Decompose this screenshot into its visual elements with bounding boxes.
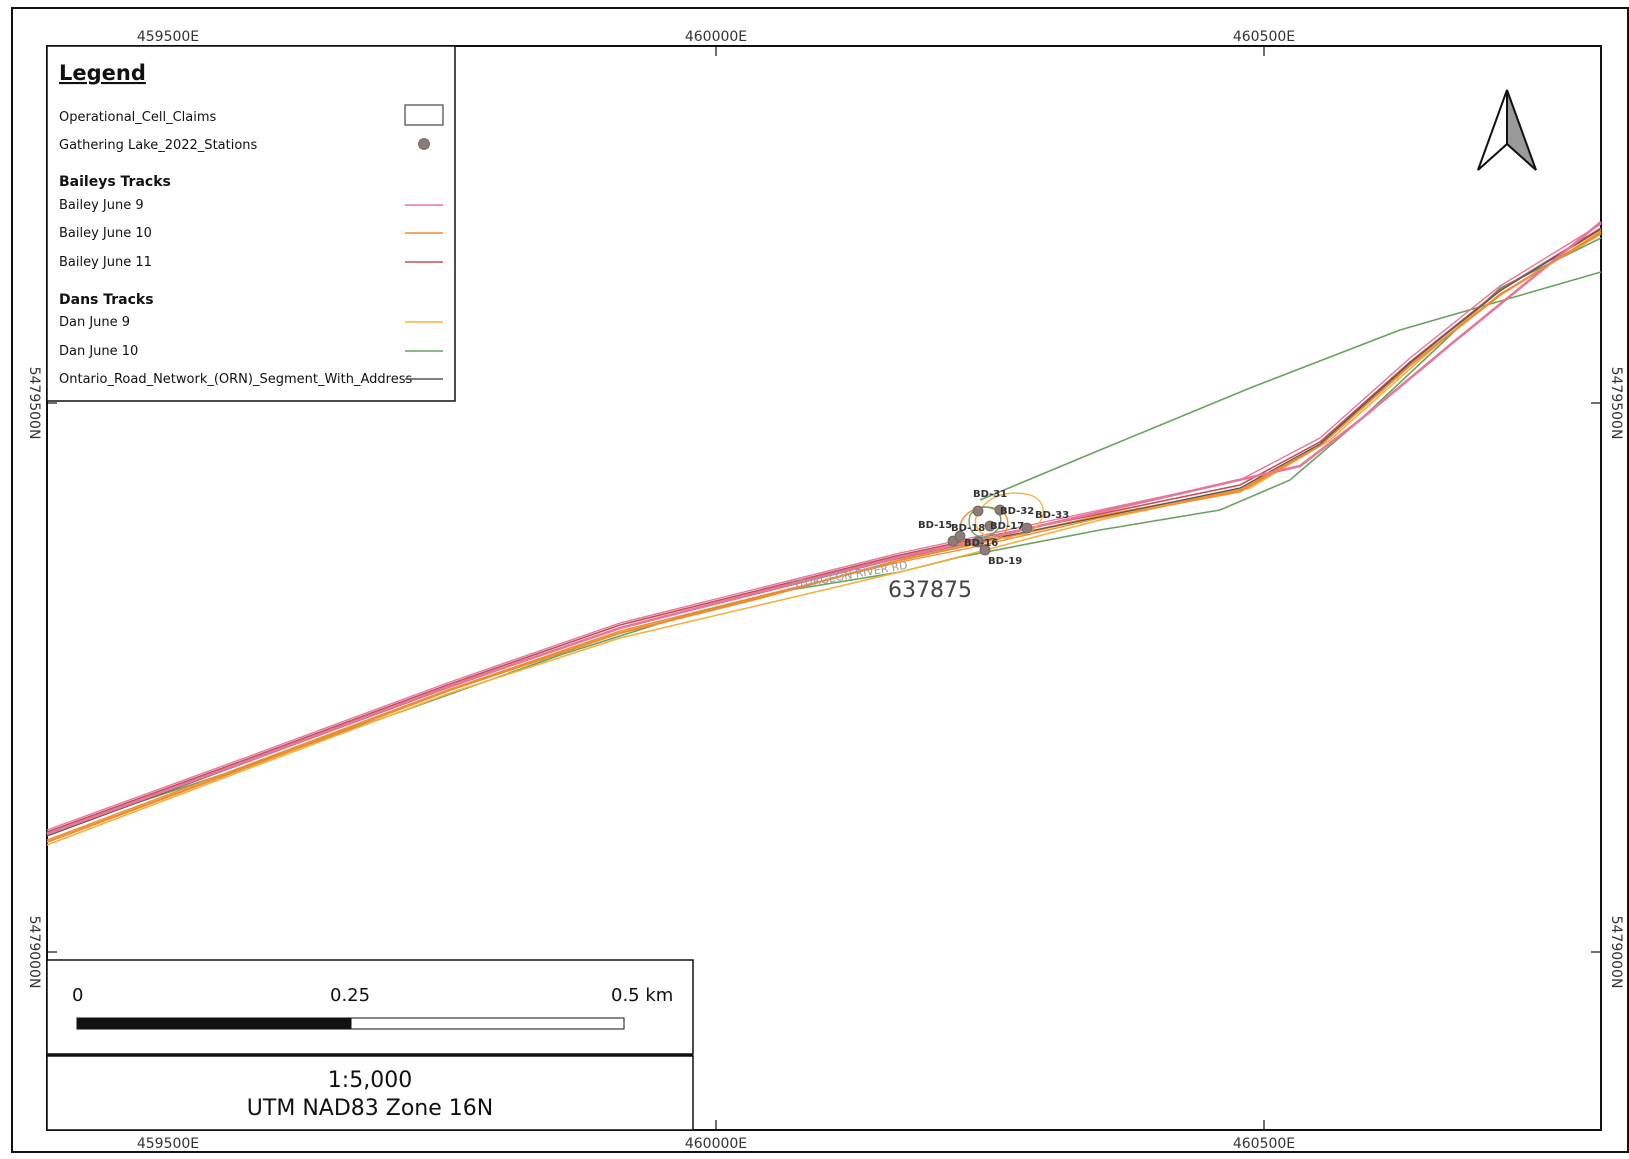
stations xyxy=(947,504,1033,556)
station-label-bd-19: BD-19 xyxy=(988,556,1022,567)
grid-label-easting-top-3: 460500E xyxy=(1233,29,1295,45)
legend: Legend Operational_Cell_Claims Gathering… xyxy=(46,45,456,402)
track-bailey-june-10-b xyxy=(46,233,1602,841)
station-label-bd-17: BD-17 xyxy=(990,521,1024,532)
track-bailey-june-11 xyxy=(46,227,1602,833)
station-point xyxy=(984,520,996,532)
legend-item-bailey-june-11: Bailey June 11 xyxy=(59,255,152,270)
map-projection: UTM NAD83 Zone 16N xyxy=(247,1096,493,1121)
grid-label-easting-bottom-1: 459500E xyxy=(137,1136,199,1152)
station-point xyxy=(972,536,984,548)
grid-label-easting-top-1: 459500E xyxy=(137,29,199,45)
north-arrow-icon xyxy=(1477,89,1537,171)
track-bailey-june-9-b xyxy=(46,223,1602,831)
scale-tick-end: 0.5 km xyxy=(611,985,673,1006)
grid-label-northing-left-1: 5479500N xyxy=(26,367,42,440)
legend-item-road: Ontario_Road_Network_(ORN)_Segment_With_… xyxy=(59,372,412,387)
legend-item-bailey-june-9: Bailey June 9 xyxy=(59,198,144,213)
legend-item-claims: Operational_Cell_Claims xyxy=(59,110,217,125)
scale-panel: 0 0.25 0.5 km 1:5,000 UTM NAD83 Zone 16N xyxy=(46,959,694,1131)
scale-tick-0: 0 xyxy=(72,985,83,1006)
grid-label-easting-top-2: 460000E xyxy=(685,29,747,45)
scale-bar-black-segment xyxy=(76,1017,352,1030)
station-point xyxy=(979,544,991,556)
scale-info-box xyxy=(46,1055,694,1131)
loop-dan-june-10 xyxy=(968,506,1002,538)
loop-dan-june-9 xyxy=(974,492,1044,539)
legend-item-stations: Gathering Lake_2022_Stations xyxy=(59,138,258,153)
track-bailey-june-9 xyxy=(46,220,1602,836)
track-dan-june-9 xyxy=(46,229,1602,846)
station-point xyxy=(1021,522,1033,534)
legend-group-baileys: Baileys Tracks xyxy=(59,174,171,190)
scale-bar-box xyxy=(46,959,694,1055)
legend-symbol-stations xyxy=(418,138,430,150)
grid-ticks xyxy=(47,46,1601,1130)
station-point xyxy=(972,505,984,517)
legend-item-bailey-june-10: Bailey June 10 xyxy=(59,226,152,241)
legend-item-dan-june-9: Dan June 9 xyxy=(59,315,130,330)
grid-label-northing-left-2: 5479000N xyxy=(26,916,42,989)
scale-bar-white-segment xyxy=(350,1017,625,1030)
grid-label-northing-right-2: 5479000N xyxy=(1608,916,1624,989)
legend-symbol-claims xyxy=(404,104,444,126)
station-label-bd-31: BD-31 xyxy=(973,489,1007,500)
station-label-bd-33: BD-33 xyxy=(1035,510,1069,521)
grid-label-easting-bottom-2: 460000E xyxy=(685,1136,747,1152)
legend-box xyxy=(46,45,456,402)
map-scale: 1:5,000 xyxy=(328,1068,412,1093)
legend-item-dan-june-10: Dan June 10 xyxy=(59,344,138,359)
scale-tick-mid: 0.25 xyxy=(330,985,370,1006)
legend-title: Legend xyxy=(59,61,146,85)
claim-label: 637875 xyxy=(888,578,972,603)
station-label-bd-16: BD-16 xyxy=(964,538,998,549)
station-point xyxy=(994,504,1006,516)
station-label-bd-15: BD-15 xyxy=(918,520,952,531)
station-label-bd-18: BD-18 xyxy=(951,523,985,534)
legend-group-dans: Dans Tracks xyxy=(59,292,154,308)
station-label-bd-32: BD-32 xyxy=(1000,506,1034,517)
grid-label-northing-right-1: 5479500N xyxy=(1608,367,1624,440)
grid-label-easting-bottom-3: 460500E xyxy=(1233,1136,1295,1152)
station-point xyxy=(954,530,966,542)
track-dan-june-10-b xyxy=(979,271,1602,501)
